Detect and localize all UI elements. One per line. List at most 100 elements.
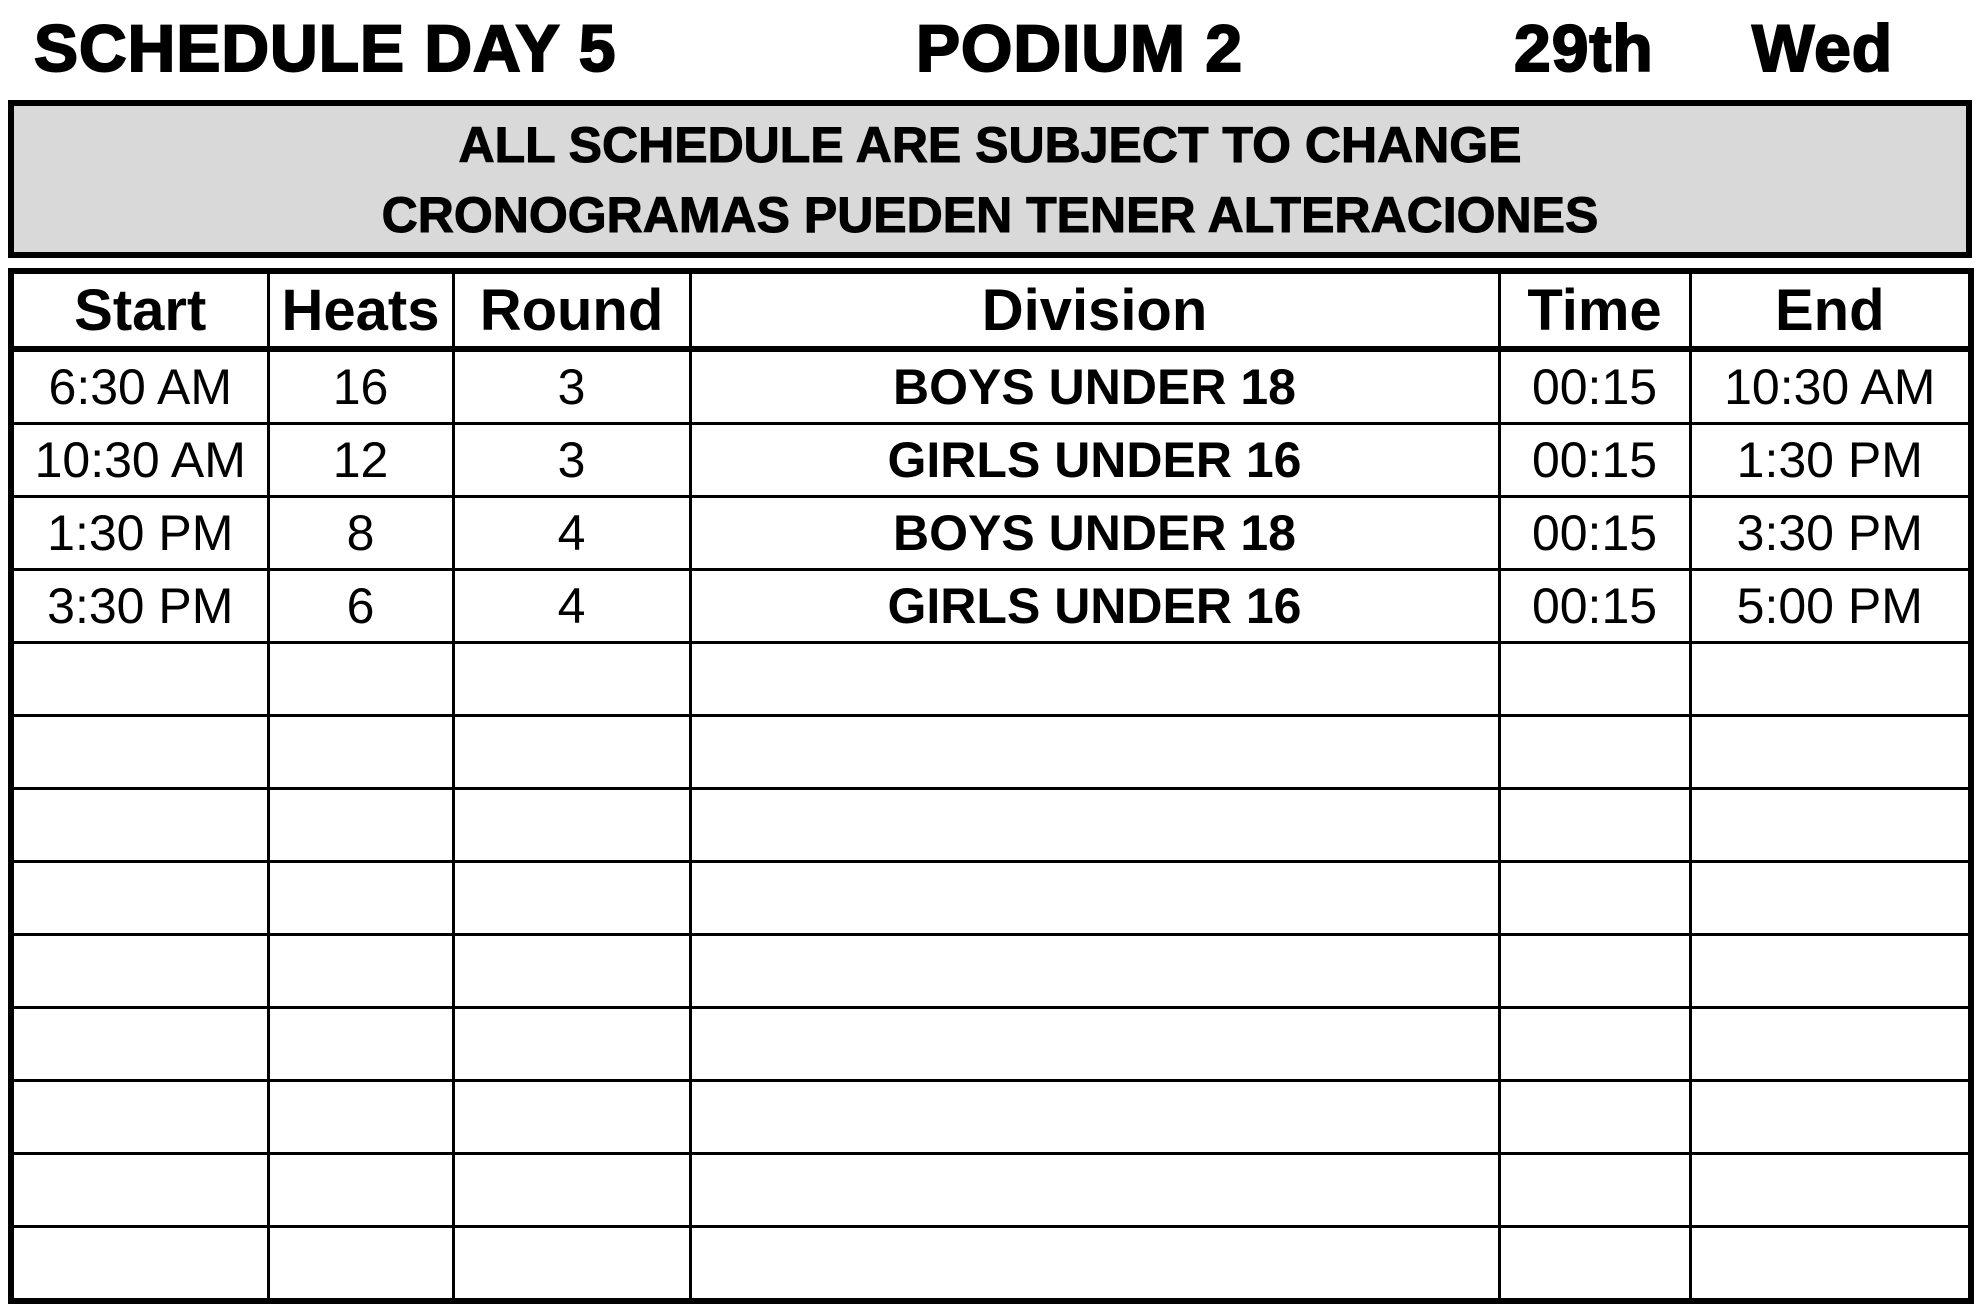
cell-division: [688, 787, 1501, 863]
schedule-table: Start Heats Round Division Time End 6:30 AM 16…: [8, 268, 1974, 1304]
cell-division: GIRLS UNDER 16: [688, 568, 1501, 644]
cell-end: [1688, 1152, 1973, 1228]
cell-division: BOYS UNDER 18: [688, 495, 1501, 571]
cell-time: [1497, 787, 1692, 863]
cell-round: [451, 933, 692, 1009]
table-row: 3:30 PM 6 4 GIRLS UNDER 16 00:15 5:00 PM: [9, 568, 1973, 644]
column-header-round: Round: [451, 269, 692, 352]
cell-division: BOYS UNDER 18: [688, 347, 1501, 425]
cell-start: [9, 1006, 270, 1082]
table-row: [9, 860, 1973, 936]
table-row: [9, 933, 1973, 1009]
cell-round: [451, 860, 692, 936]
table-row: [9, 1152, 1973, 1228]
cell-round: [451, 1152, 692, 1228]
cell-time: [1497, 933, 1692, 1009]
cell-division: [688, 714, 1501, 790]
cell-end: 5:00 PM: [1688, 568, 1973, 644]
cell-time: 00:15: [1497, 422, 1692, 498]
cell-division: [688, 933, 1501, 1009]
cell-end: [1688, 860, 1973, 936]
cell-round: [451, 787, 692, 863]
cell-end: [1688, 1079, 1973, 1155]
cell-round: [451, 1225, 692, 1303]
table-row: [9, 787, 1973, 863]
cell-end: 1:30 PM: [1688, 422, 1973, 498]
table-row: [9, 1225, 1973, 1303]
cell-heats: [266, 787, 455, 863]
table-row: [9, 641, 1973, 717]
cell-round: 3: [451, 347, 692, 425]
cell-heats: [266, 714, 455, 790]
cell-time: 00:15: [1497, 568, 1692, 644]
cell-time: [1497, 1152, 1692, 1228]
cell-heats: [266, 1225, 455, 1303]
cell-round: 4: [451, 568, 692, 644]
cell-division: [688, 1152, 1501, 1228]
cell-heats: 12: [266, 422, 455, 498]
notice-banner: ALL SCHEDULE ARE SUBJECT TO CHANGE CRONO…: [8, 100, 1972, 258]
cell-time: 00:15: [1497, 495, 1692, 571]
cell-start: [9, 1225, 270, 1303]
column-header-end: End: [1688, 269, 1973, 352]
cell-division: [688, 1079, 1501, 1155]
cell-start: [9, 714, 270, 790]
cell-start: [9, 1079, 270, 1155]
notice-line-english: ALL SCHEDULE ARE SUBJECT TO CHANGE: [458, 117, 1522, 174]
table-row: 1:30 PM 8 4 BOYS UNDER 18 00:15 3:30 PM: [9, 495, 1973, 571]
cell-time: [1497, 860, 1692, 936]
cell-end: [1688, 641, 1973, 717]
cell-time: [1497, 641, 1692, 717]
cell-heats: 16: [266, 347, 455, 425]
cell-heats: [266, 933, 455, 1009]
column-header-start: Start: [9, 269, 270, 352]
table-header-row: Start Heats Round Division Time End: [9, 269, 1973, 352]
cell-time: [1497, 1006, 1692, 1082]
cell-round: [451, 641, 692, 717]
cell-end: [1688, 714, 1973, 790]
cell-end: [1688, 1225, 1973, 1303]
cell-start: [9, 641, 270, 717]
cell-time: [1497, 714, 1692, 790]
cell-division: [688, 1225, 1501, 1303]
cell-division: GIRLS UNDER 16: [688, 422, 1501, 498]
cell-round: 4: [451, 495, 692, 571]
column-header-division: Division: [688, 269, 1501, 352]
cell-end: [1688, 1006, 1973, 1082]
weekday-title: Wed: [1751, 10, 1894, 86]
cell-division: [688, 641, 1501, 717]
cell-heats: 8: [266, 495, 455, 571]
cell-end: [1688, 933, 1973, 1009]
cell-round: [451, 1079, 692, 1155]
cell-start: 10:30 AM: [9, 422, 270, 498]
podium-title: PODIUM 2: [915, 10, 1244, 86]
notice-line-spanish: CRONOGRAMAS PUEDEN TENER ALTERACIONES: [381, 187, 1599, 244]
cell-end: [1688, 787, 1973, 863]
cell-division: [688, 1006, 1501, 1082]
cell-time: [1497, 1079, 1692, 1155]
cell-heats: [266, 860, 455, 936]
table-row: [9, 1006, 1973, 1082]
table-row: [9, 714, 1973, 790]
schedule-day-title: SCHEDULE DAY 5: [33, 10, 617, 86]
cell-division: [688, 860, 1501, 936]
cell-heats: [266, 1152, 455, 1228]
cell-start: 3:30 PM: [9, 568, 270, 644]
cell-start: [9, 1152, 270, 1228]
cell-round: [451, 714, 692, 790]
cell-heats: [266, 1079, 455, 1155]
cell-end: 3:30 PM: [1688, 495, 1973, 571]
cell-start: 6:30 AM: [9, 347, 270, 425]
column-header-heats: Heats: [266, 269, 455, 352]
table-row: 10:30 AM 12 3 GIRLS UNDER 16 00:15 1:30 PM: [9, 422, 1973, 498]
cell-time: 00:15: [1497, 347, 1692, 425]
cell-round: [451, 1006, 692, 1082]
cell-heats: 6: [266, 568, 455, 644]
cell-start: [9, 933, 270, 1009]
cell-start: [9, 860, 270, 936]
table-row: [9, 1079, 1973, 1155]
cell-time: [1497, 1225, 1692, 1303]
date-title: 29th: [1513, 10, 1654, 86]
cell-heats: [266, 1006, 455, 1082]
table-row: 6:30 AM 16 3 BOYS UNDER 18 00:15 10:30 AM: [9, 347, 1973, 425]
